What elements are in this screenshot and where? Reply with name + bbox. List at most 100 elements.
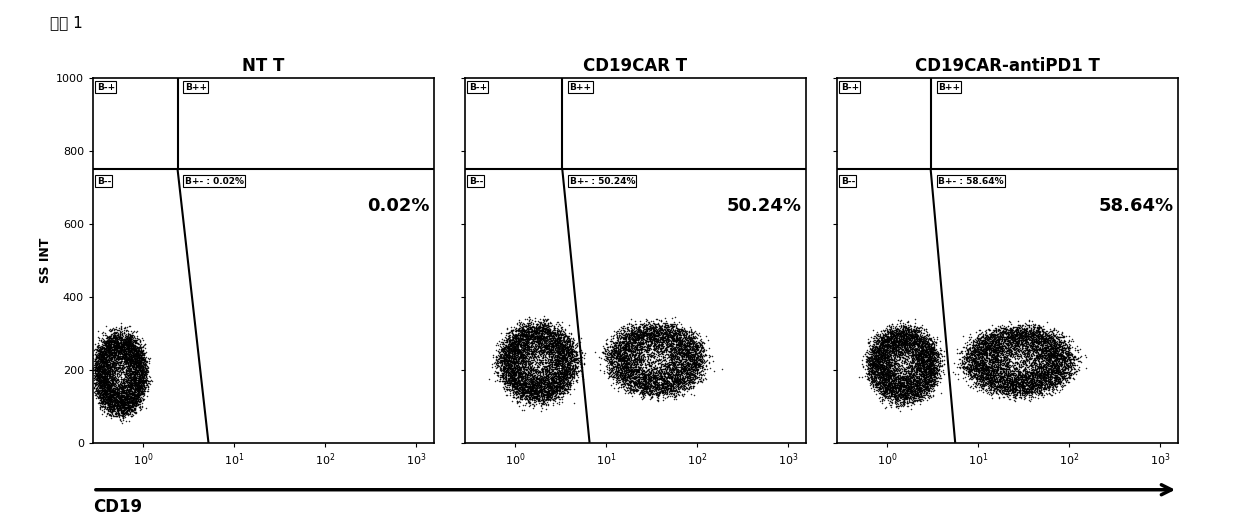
Point (910, 370, 930, 378)
Point (125, 366, 145, 375)
Point (98, 399, 118, 407)
Point (113, 404, 133, 413)
Point (1058, 352, 1078, 361)
Point (914, 353, 934, 361)
Point (621, 342, 641, 350)
Point (880, 359, 900, 367)
Point (521, 331, 541, 339)
Point (95, 391, 115, 400)
Point (92, 371, 112, 380)
Point (986, 375, 1006, 383)
Point (559, 341, 579, 350)
Point (867, 379, 887, 387)
Point (862, 375, 882, 383)
Point (869, 371, 889, 380)
Point (522, 372, 542, 380)
Point (961, 373, 981, 381)
Point (120, 376, 140, 384)
Point (866, 361, 885, 369)
Point (1006, 338, 1025, 346)
Point (516, 356, 536, 365)
Point (560, 370, 580, 378)
Point (1053, 381, 1073, 389)
Point (662, 378, 682, 386)
Point (102, 356, 122, 364)
Point (655, 334, 675, 342)
Point (1038, 370, 1058, 378)
Point (677, 376, 697, 384)
Point (89, 398, 109, 406)
Point (608, 362, 627, 370)
Point (1050, 342, 1070, 351)
Point (120, 334, 140, 343)
Point (600, 368, 620, 377)
Point (1064, 357, 1084, 366)
Point (884, 344, 904, 352)
Point (626, 335, 646, 343)
Point (517, 341, 537, 350)
Point (1039, 332, 1059, 341)
Point (639, 367, 658, 375)
Point (879, 377, 899, 386)
Point (1019, 371, 1039, 379)
Point (114, 406, 134, 414)
Point (518, 386, 538, 394)
Point (503, 339, 523, 347)
Point (526, 326, 546, 334)
Point (627, 376, 647, 384)
Point (108, 339, 128, 348)
Point (105, 331, 125, 339)
Point (864, 370, 884, 379)
Point (110, 336, 130, 344)
Point (124, 345, 144, 354)
Point (112, 411, 131, 419)
Point (882, 383, 901, 392)
Point (1048, 369, 1068, 377)
Point (991, 356, 1011, 365)
Point (614, 373, 634, 381)
Point (124, 393, 144, 401)
Point (900, 342, 920, 351)
Point (117, 398, 136, 406)
Point (133, 343, 153, 351)
Point (668, 325, 688, 333)
Point (131, 374, 151, 382)
Point (122, 396, 141, 405)
Point (520, 398, 539, 406)
Point (1032, 380, 1052, 389)
Point (1040, 361, 1060, 369)
Point (1004, 322, 1024, 331)
Point (527, 340, 547, 349)
Point (879, 373, 899, 381)
Point (983, 367, 1003, 375)
Point (1037, 336, 1056, 344)
Point (1006, 337, 1025, 345)
Point (131, 359, 151, 367)
Point (1043, 326, 1063, 334)
Point (522, 337, 542, 345)
Point (909, 350, 929, 358)
Point (92, 333, 112, 342)
Point (904, 338, 924, 346)
Point (1030, 337, 1050, 345)
Point (901, 383, 921, 392)
Point (97, 392, 117, 401)
Point (997, 362, 1017, 370)
Point (549, 368, 569, 376)
Point (671, 336, 691, 344)
Point (991, 339, 1011, 347)
Point (919, 369, 939, 378)
Point (115, 351, 135, 359)
Point (513, 390, 533, 398)
Point (99, 371, 119, 379)
Point (647, 388, 667, 396)
Point (510, 378, 529, 386)
Point (662, 323, 682, 331)
Point (94, 389, 114, 397)
Point (629, 333, 649, 342)
Point (874, 392, 894, 400)
Point (1039, 351, 1059, 359)
Point (108, 395, 128, 404)
Point (990, 329, 1009, 338)
Point (108, 404, 128, 413)
